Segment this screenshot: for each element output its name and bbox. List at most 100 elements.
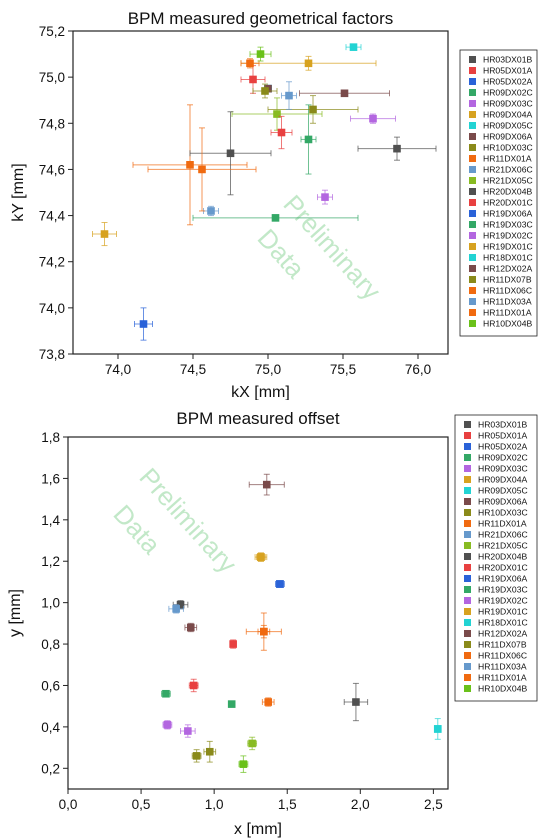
legend-item: HR20DX04B: [469, 187, 532, 197]
legend-swatch: [464, 630, 471, 637]
data-point: [132, 104, 248, 226]
legend-swatch: [464, 641, 471, 648]
legend-swatch: [469, 265, 476, 272]
point-marker: [271, 214, 280, 222]
legend-label: HR19DX02C: [483, 231, 533, 241]
legend-item: HR18DX01C: [469, 253, 533, 263]
legend-item: HR21DX05C: [464, 541, 528, 551]
data-point: [350, 113, 396, 124]
y-tick-label: 0,6: [41, 678, 60, 693]
legend-item: HR21DX05C: [469, 176, 533, 186]
point-marker: [189, 681, 198, 690]
data-point: [345, 43, 362, 51]
point-marker: [198, 165, 206, 174]
legend-label: HR21DX05C: [478, 541, 528, 551]
legend-swatch: [469, 122, 476, 129]
legend: HR03DX01BHR05DX01AHR05DX02AHR09DX02CHR09…: [459, 49, 538, 337]
point-marker: [139, 320, 148, 328]
y-tick-label: 74,4: [39, 209, 66, 224]
data-point: [256, 552, 266, 562]
legend-label: HR19DX06A: [478, 574, 527, 584]
legend-label: HR09DX06A: [483, 132, 532, 142]
legend-label: HR09DX02C: [483, 88, 533, 98]
x-tick-label: 74,5: [180, 362, 206, 377]
legend-swatch: [469, 298, 476, 305]
legend-item: HR03DX01B: [464, 420, 527, 430]
legend-swatch: [469, 276, 476, 283]
legend-item: HR19DX01C: [464, 607, 528, 617]
y-tick-label: 0,8: [41, 637, 60, 652]
legend-label: HR20DX04B: [483, 187, 532, 197]
y-axis-label: kY [mm]: [10, 163, 27, 221]
legend-swatch: [469, 144, 476, 151]
y-tick-label: 73,8: [39, 347, 65, 362]
point-marker: [249, 75, 257, 84]
legend-item: HR10DX03C: [464, 508, 528, 518]
point-marker: [261, 87, 269, 95]
legend-item: HR11DX01A: [464, 519, 527, 529]
data-point: [203, 205, 219, 217]
legend-label: HR10DX04B: [483, 319, 532, 329]
legend-item: HR10DX04B: [469, 319, 532, 329]
data-point: [229, 639, 237, 649]
legend-swatch: [464, 542, 471, 549]
legend-label: HR11DX03A: [483, 297, 532, 307]
geometrical-factors-chart: BPM measured geometrical factors Prelimin…: [10, 9, 538, 400]
legend-label: HR09DX03C: [478, 464, 528, 474]
point-marker: [309, 105, 317, 114]
legend-label: HR10DX04B: [478, 684, 527, 694]
y-tick-label: 74,2: [39, 255, 65, 270]
legend-swatch: [464, 498, 471, 505]
y-tick-label: 74,6: [39, 162, 65, 177]
legend-label: HR09DX05C: [483, 121, 533, 131]
y-tick-label: 0,2: [41, 761, 60, 776]
data-point: [249, 46, 272, 62]
legend-label: HR11DX03A: [478, 662, 527, 672]
y-tick-label: 1,4: [41, 513, 60, 528]
legend-swatch: [469, 155, 476, 162]
point-marker: [192, 752, 201, 760]
point-marker: [321, 193, 329, 201]
x-tick-label: 2,5: [424, 797, 443, 812]
legend-item: HR11DX06C: [464, 651, 527, 661]
data-point: [192, 214, 359, 222]
y-tick-label: 1,0: [41, 596, 60, 611]
x-axis-label: x [mm]: [234, 821, 282, 838]
point-marker: [340, 89, 349, 98]
y-tick-label: 1,2: [41, 554, 60, 569]
data-point: [252, 83, 278, 99]
point-marker: [264, 698, 273, 706]
data-point: [147, 127, 257, 212]
legend-label: HR21DX06C: [483, 165, 533, 175]
legend-item: HR19DX02C: [464, 596, 528, 606]
y-tick-label: 75,2: [39, 24, 65, 39]
legend-item: HR19DX01C: [469, 242, 533, 252]
legend-item: HR11DX01A: [469, 308, 532, 318]
legend-label: HR19DX03C: [483, 220, 533, 230]
point-marker: [226, 149, 235, 158]
legend-label: HR11DX01A: [483, 154, 532, 164]
data-point: [248, 473, 285, 496]
legend-swatch: [469, 232, 476, 239]
point-marker: [262, 480, 271, 489]
x-tick-label: 2,0: [351, 797, 370, 812]
point-marker: [205, 747, 214, 756]
legend-item: HR05DX01A: [469, 66, 532, 76]
legend: HR03DX01BHR05DX01AHR05DX02AHR09DX02CHR09…: [454, 414, 538, 702]
legend-item: HR09DX03C: [464, 464, 528, 474]
legend-item: HR05DX02A: [469, 77, 532, 87]
legend-label: HR11DX06C: [478, 651, 527, 661]
legend-item: HR19DX06A: [464, 574, 527, 584]
y-tick-label: 74,0: [39, 301, 65, 316]
chart-title: BPM measured offset: [176, 409, 339, 428]
point-marker: [186, 161, 194, 169]
point-marker: [285, 91, 293, 100]
legend-swatch: [464, 520, 471, 527]
point-marker: [277, 128, 286, 137]
legend-label: HR19DX03C: [478, 585, 528, 595]
legend-swatch: [469, 309, 476, 316]
legend-item: HR11DX07B: [464, 640, 527, 650]
